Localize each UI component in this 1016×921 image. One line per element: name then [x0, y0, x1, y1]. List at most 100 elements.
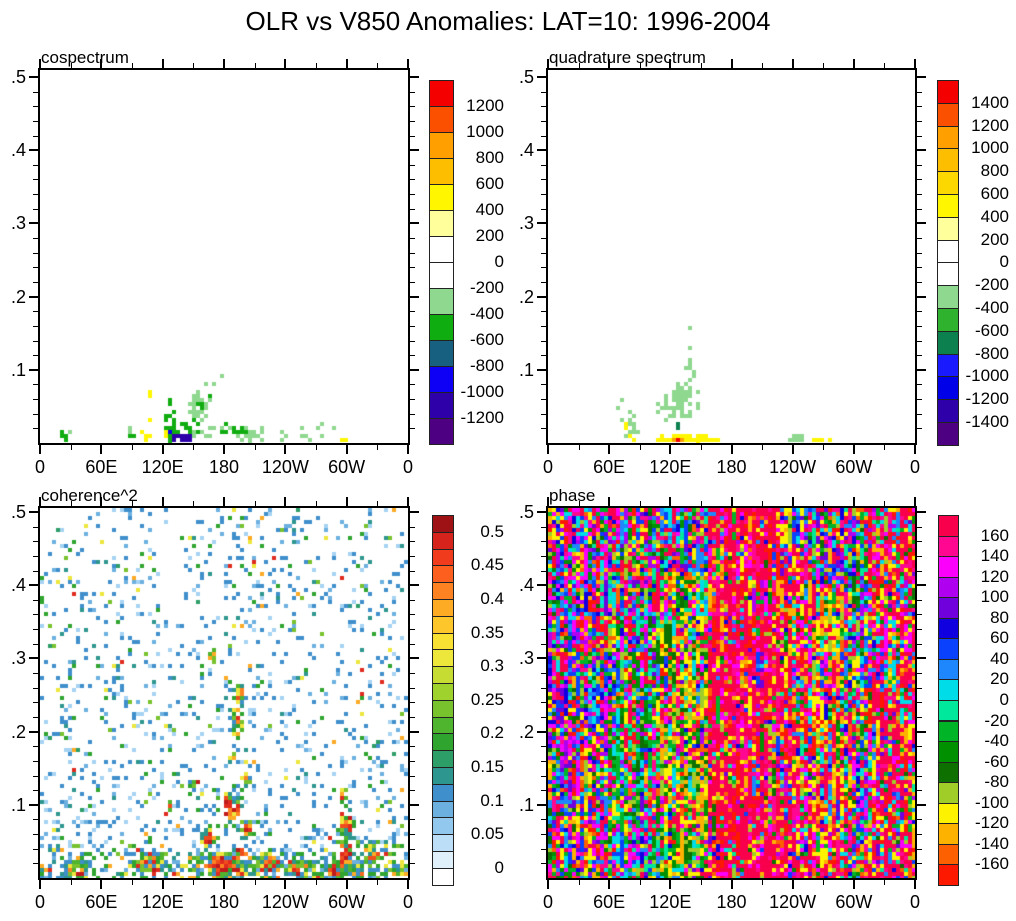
y-minor-tick	[917, 281, 922, 283]
y-major-tick	[917, 149, 926, 152]
y-minor-tick	[917, 819, 922, 821]
x-tick-label: 60W	[835, 457, 873, 477]
colorbar-box	[937, 216, 959, 241]
y-minor-tick	[917, 555, 922, 557]
y-major-tick	[410, 730, 419, 733]
y-minor-tick	[410, 355, 415, 357]
colorbar-box	[432, 649, 454, 668]
colorbar-box	[937, 194, 959, 218]
x-minor-tick	[316, 445, 317, 450]
y-minor-tick	[33, 208, 38, 210]
y-major-tick	[537, 368, 546, 371]
colorbar-label: 80	[990, 607, 1009, 627]
x-major-tick	[100, 497, 103, 506]
x-minor-tick	[578, 501, 580, 506]
y-tick-label: .4	[518, 140, 534, 161]
panel-phase	[546, 506, 917, 880]
colorbar-box	[432, 733, 454, 752]
y-minor-tick	[541, 252, 546, 254]
x-tick-label: 0	[542, 892, 553, 912]
x-minor-tick	[700, 445, 702, 450]
y-minor-tick	[541, 834, 546, 836]
x-minor-tick	[639, 501, 641, 506]
x-minor-tick	[823, 445, 825, 450]
colorbar-label: -20	[984, 710, 1009, 730]
y-minor-tick	[410, 643, 415, 645]
colorbar-label: 0.5	[480, 521, 504, 541]
colorbar-label: 60	[990, 628, 1009, 648]
y-minor-tick	[410, 325, 415, 327]
y-tick-label: .4	[518, 575, 534, 596]
x-tick-label: 120W	[769, 892, 817, 912]
x-tick-label: 180	[208, 892, 240, 912]
y-minor-tick	[917, 687, 922, 689]
x-tick-label: 120E	[649, 892, 692, 912]
y-minor-tick	[917, 790, 922, 792]
colorbar-box	[938, 617, 959, 640]
x-major-tick	[914, 880, 916, 889]
y-minor-tick	[33, 760, 38, 762]
colorbar-box	[429, 314, 454, 341]
y-minor-tick	[541, 384, 546, 386]
y-minor-tick	[541, 91, 546, 93]
panel-title-phase: phase	[549, 486, 596, 505]
y-minor-tick	[541, 413, 546, 415]
y-major-tick	[917, 222, 926, 225]
y-minor-tick	[917, 570, 922, 572]
colorbar-box	[432, 783, 454, 802]
x-minor-tick	[193, 445, 195, 450]
y-minor-tick	[410, 848, 415, 850]
y-minor-tick	[410, 863, 415, 865]
x-minor-tick	[884, 880, 886, 885]
y-minor-tick	[917, 325, 922, 327]
x-major-tick	[223, 497, 225, 506]
y-minor-tick	[410, 252, 415, 254]
x-minor-tick	[700, 63, 702, 68]
colorbar-box	[432, 750, 454, 768]
y-minor-tick	[917, 643, 922, 645]
cospectrum-heatmap	[40, 70, 408, 443]
x-minor-tick	[762, 63, 764, 68]
y-minor-tick	[33, 643, 38, 645]
x-tick-label: 0	[542, 457, 553, 477]
colorbar-box	[432, 767, 454, 785]
x-minor-tick	[254, 63, 256, 68]
y-minor-tick	[410, 384, 415, 386]
y-minor-tick	[33, 120, 38, 122]
x-minor-tick	[70, 880, 72, 885]
x-tick-label: 120E	[649, 457, 692, 477]
colorbar-label: 0	[999, 252, 1009, 272]
y-major-tick	[917, 76, 926, 78]
x-tick-label: 0	[34, 457, 45, 477]
colorbar-label: -120	[974, 813, 1009, 833]
colorbar-box	[937, 148, 959, 173]
y-major-tick	[917, 803, 926, 806]
y-minor-tick	[410, 179, 415, 181]
panel-coherence	[38, 506, 410, 880]
x-tick-label: 60W	[328, 457, 366, 477]
y-minor-tick	[33, 355, 38, 357]
y-minor-tick	[33, 614, 38, 616]
y-minor-tick	[410, 599, 415, 601]
y-minor-tick	[33, 428, 38, 430]
x-major-tick	[730, 880, 733, 889]
y-major-tick	[917, 730, 926, 733]
colorbar-label: -200	[469, 278, 504, 297]
colorbar-label: 0.15	[470, 757, 504, 776]
y-minor-tick	[541, 746, 546, 748]
panel-title-cospectrum: cospectrum	[41, 48, 129, 67]
x-major-tick	[547, 59, 549, 68]
y-minor-tick	[541, 106, 546, 108]
panel-title-coherence: coherence^2	[41, 486, 138, 505]
y-minor-tick	[33, 399, 38, 401]
x-minor-tick	[70, 445, 72, 450]
x-major-tick	[39, 445, 41, 454]
x-major-tick	[730, 59, 733, 68]
x-minor-tick	[316, 63, 317, 68]
y-minor-tick	[33, 267, 38, 269]
y-tick-label: .3	[518, 648, 534, 669]
y-minor-tick	[410, 673, 415, 675]
y-minor-tick	[33, 413, 38, 415]
y-minor-tick	[917, 106, 922, 108]
y-minor-tick	[410, 194, 415, 196]
